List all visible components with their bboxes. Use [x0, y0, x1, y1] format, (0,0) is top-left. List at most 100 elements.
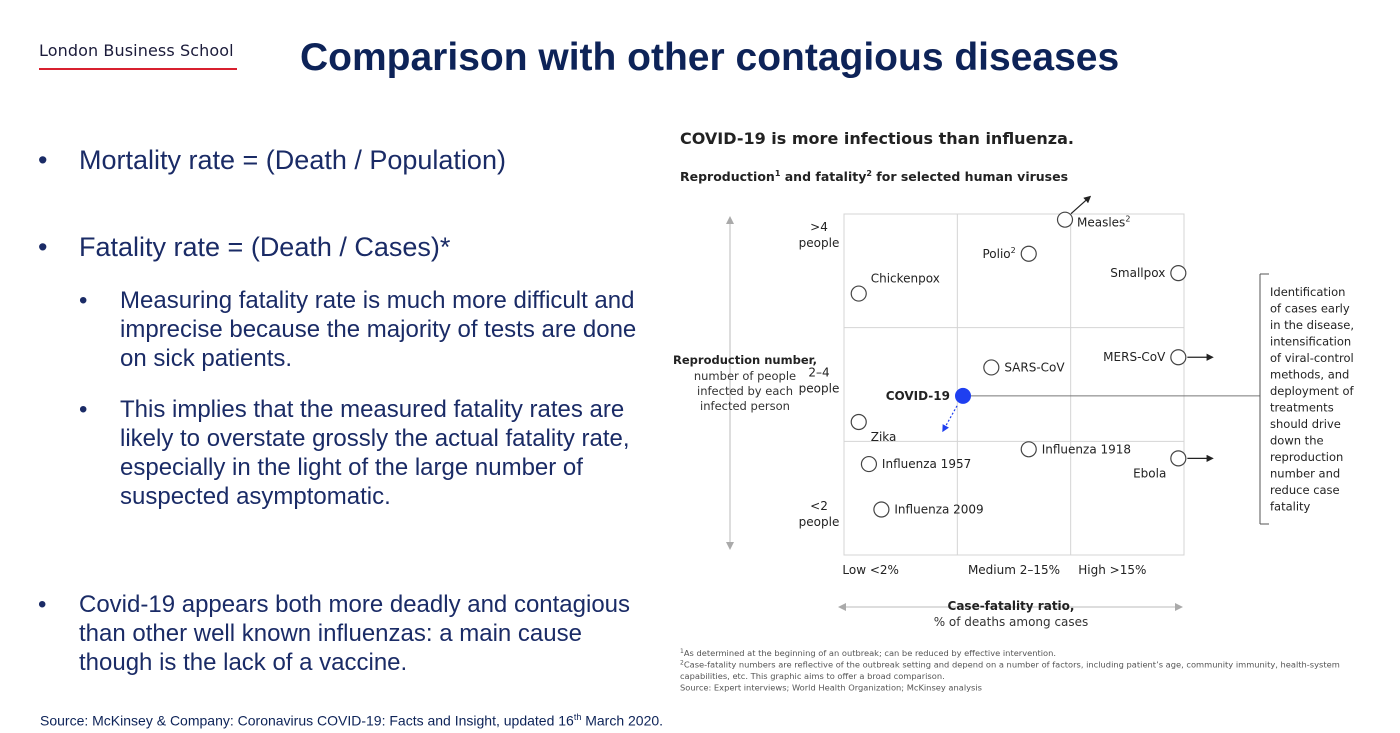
annotation-line: reproduction: [1270, 450, 1343, 464]
point-marker: [1170, 265, 1187, 282]
point-label-name: MERS-CoV: [1103, 350, 1166, 364]
source-note: Source: McKinsey & Company: Coronavirus …: [40, 712, 663, 729]
chart-title: COVID-19 is more infectious than influen…: [680, 129, 1074, 148]
point-arrow-up-right: [1070, 195, 1092, 215]
x-tick-label: High >15%: [1078, 563, 1146, 577]
plot-border: [843, 213, 1185, 556]
y-tick-label: 2–4: [808, 366, 829, 380]
point-sars-cov: SARS-CoV: [983, 359, 1065, 376]
bullet-dot: •: [38, 591, 47, 618]
footnote-line: 1As determined at the beginning of an ou…: [680, 648, 1056, 658]
y-tick-labels: <2 people 2–4 people >4 people: [799, 220, 840, 529]
x-axis-subtitle: % of deaths among cases: [934, 615, 1089, 629]
bullet-dot: •: [38, 232, 48, 262]
point-label: Influenza 1957: [882, 457, 971, 471]
x-tick-labels: Low <2% Medium 2–15% High >15%: [842, 563, 1146, 577]
point-marker: [983, 359, 1000, 376]
logo-underline: [39, 68, 237, 70]
point-label: Polio2: [982, 246, 1015, 261]
plot-grid: [843, 213, 1185, 556]
footnote-line: Source: Expert interviews; World Health …: [680, 683, 982, 693]
point-label: Measles2: [1077, 215, 1130, 230]
chart-footnotes: 1As determined at the beginning of an ou…: [680, 648, 1340, 693]
subtitle-sup: 2: [866, 169, 872, 178]
point-chickenpox: Chickenpox: [850, 272, 940, 302]
point-label-name: Ebola: [1133, 466, 1166, 480]
annotation-line: down the: [1270, 434, 1324, 448]
point-label-name: SARS-CoV: [1004, 360, 1065, 374]
annotation-line: methods, and: [1270, 368, 1349, 382]
footnote-line: 2Case-fatality numbers are reflective of…: [680, 660, 1340, 670]
point-label: Influenza 2009: [894, 503, 983, 517]
bullet-text: This implies that the measured fatality …: [120, 396, 630, 510]
y-axis-line: number of people: [694, 369, 796, 383]
chart-subtitle: Reproduction1 and fatality2 for selected…: [680, 169, 1068, 184]
point-mers-cov: MERS-CoV: [1103, 349, 1214, 366]
x-tick-label: Medium 2–15%: [968, 563, 1060, 577]
annotation-line: intensification: [1270, 335, 1351, 349]
annotation-box: Identification of cases early in the disea…: [1259, 273, 1354, 525]
footnote-line: capabilities, etc. This graphic aims to …: [680, 671, 945, 681]
footnote-text: As determined at the beginning of an out…: [684, 648, 1056, 658]
point-marker: [1056, 211, 1074, 228]
point-label: Ebola: [1133, 466, 1166, 480]
subtitle-sup: 1: [775, 169, 781, 178]
subtitle-part: and fatality: [780, 169, 866, 184]
footnote-text: Case-fatality numbers are reflective of …: [684, 660, 1340, 670]
subtitle-part: for selected human viruses: [872, 169, 1068, 184]
source-suffix: March 2020.: [581, 712, 664, 729]
point-label-name: Influenza 1918: [1042, 442, 1131, 456]
point-zika: Zika: [850, 413, 896, 444]
y-axis-arrowhead-up: [726, 216, 734, 224]
point-label: Influenza 1918: [1042, 442, 1131, 456]
y-axis-arrowhead-down: [726, 542, 734, 550]
annotation-line: should drive: [1270, 417, 1341, 431]
point-marker: [1170, 450, 1187, 467]
point-marker: [955, 387, 971, 404]
point-marker: [873, 501, 890, 518]
point-label-name: Measles: [1077, 216, 1125, 230]
source-prefix: Source: McKinsey & Company: Coronavirus …: [40, 712, 574, 729]
logo: London Business School: [39, 41, 237, 70]
point-label: Chickenpox: [871, 272, 940, 286]
point-influenza-1957: Influenza 1957: [860, 455, 971, 473]
point-marker: [1020, 441, 1037, 458]
point-label: COVID-19: [886, 389, 950, 403]
annotation-line: in the disease,: [1270, 318, 1354, 332]
point-influenza-2009: Influenza 2009: [873, 501, 984, 518]
annotation-line: deployment of: [1270, 384, 1354, 398]
point-marker: [1170, 349, 1187, 366]
bullet-dot: •: [79, 396, 88, 423]
footnote-sup: 1: [680, 648, 684, 655]
y-axis-line: infected by each: [697, 384, 793, 398]
x-axis-arrowhead-right: [1175, 603, 1183, 611]
annotation-line: number and: [1270, 467, 1340, 481]
point-label-name: Influenza 1957: [882, 457, 971, 471]
point-smallpox: Smallpox: [1110, 265, 1187, 282]
point-influenza-1918: Influenza 1918: [1020, 441, 1131, 458]
x-tick-label: Low <2%: [842, 563, 899, 577]
point-label-name: Smallpox: [1110, 266, 1165, 280]
point-ebola: Ebola: [1133, 450, 1214, 480]
annotation-text: Identification of cases early in the disea…: [1270, 285, 1354, 514]
bullet-text: Measuring fatality rate is much more dif…: [120, 287, 637, 372]
y-tick-label: <2: [810, 499, 828, 513]
data-points: Measles2Polio2SmallpoxChickenpoxMERS-CoV…: [850, 195, 1260, 518]
subtitle-part: Reproduction: [680, 169, 775, 184]
bullet-dot: •: [38, 145, 48, 175]
bullet-text: Fatality rate = (Death / Cases)*: [79, 232, 451, 262]
point-label: MERS-CoV: [1103, 350, 1166, 364]
y-axis-label: Reproduction number, number of people in…: [673, 353, 817, 413]
y-axis-line: infected person: [700, 399, 790, 413]
point-marker: [850, 285, 867, 302]
page-title: Comparison with other contagious disease…: [300, 36, 1120, 79]
point-covid-19: COVID-19: [886, 387, 1260, 433]
y-axis-title: Reproduction number,: [673, 353, 817, 367]
point-marker: [860, 455, 878, 473]
annotation-line: reduce case: [1270, 483, 1340, 497]
source-sup: th: [573, 712, 582, 722]
point-label-name: COVID-19: [886, 389, 950, 403]
annotation-line: treatments: [1270, 401, 1334, 415]
point-label-name: Influenza 2009: [894, 503, 983, 517]
point-label-sup: 2: [1011, 246, 1016, 255]
